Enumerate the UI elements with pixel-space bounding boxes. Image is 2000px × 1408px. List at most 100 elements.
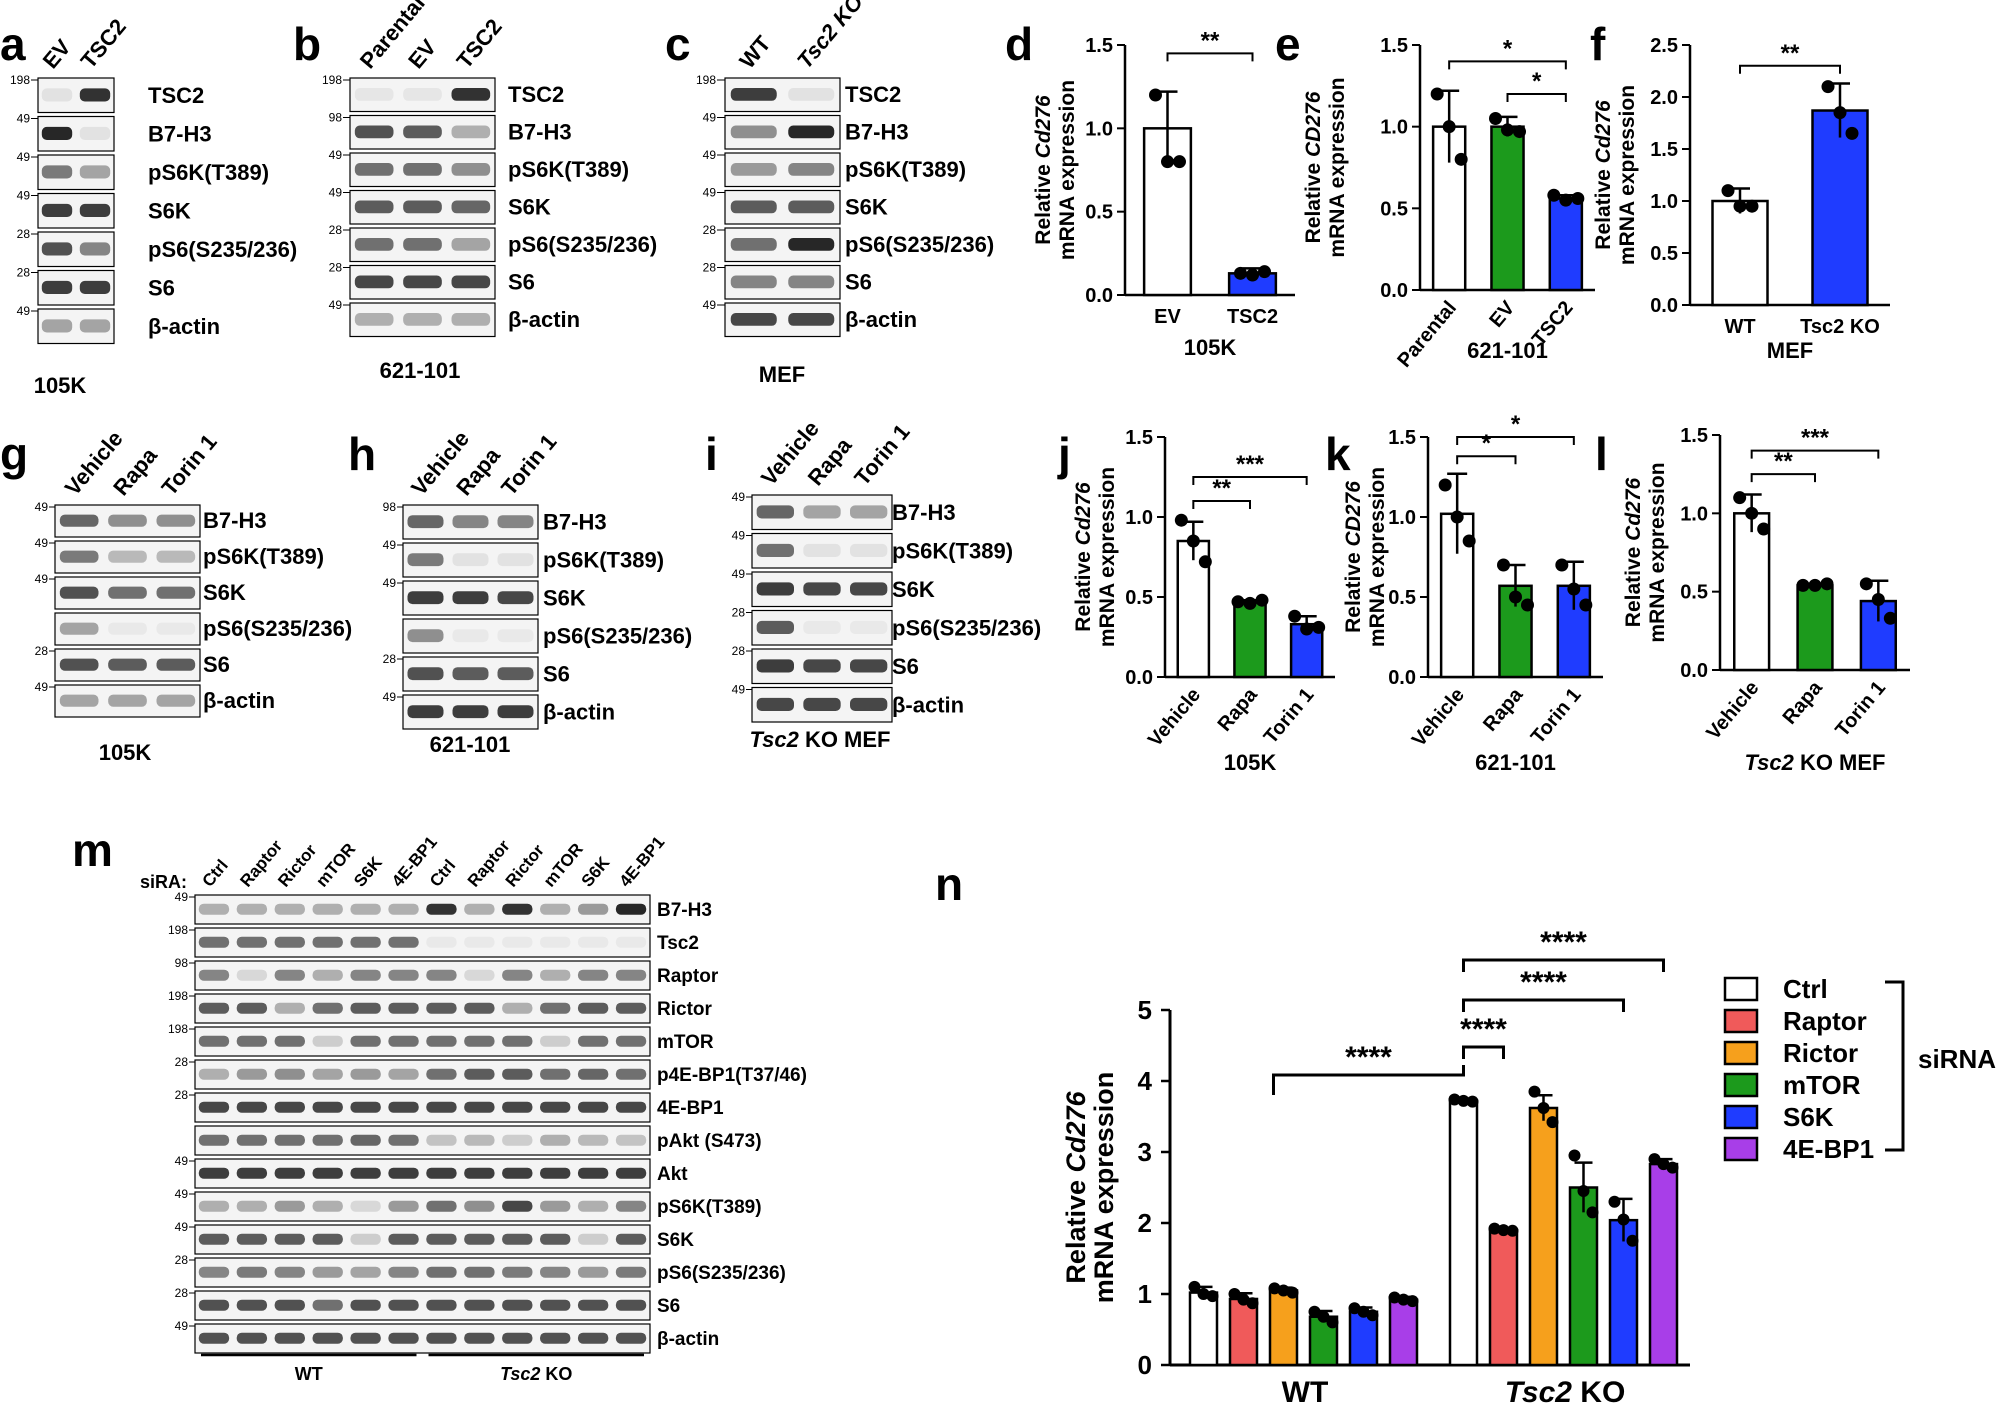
blot-band [451,125,491,139]
blot-band [312,1101,343,1113]
sig-bracket [1272,1065,1465,1095]
y-tick-label: 1.0 [1388,507,1416,529]
blot-band [615,1134,647,1146]
band-label: β-actin [543,699,615,724]
blot-band [274,1200,305,1212]
mw-marker: 49 [383,538,397,552]
blot-band [274,903,305,915]
data-point [1559,193,1573,207]
blot-band [388,903,419,915]
sig-bracket [1462,958,1665,972]
blot-band [451,88,491,101]
bar [1233,600,1267,679]
chart-panel-l: l 0.0 0.5 1.0 1.5 Relative Cd276 mRNA expressi… [1595,425,1910,775]
cell-line-label: 105K [34,373,87,398]
band-label: S6 [203,652,230,677]
blot-band [451,238,491,251]
blot-band [198,969,230,981]
panel-letter-h: h [348,428,376,480]
blot-band [350,936,381,948]
y-tick-label: 1.0 [1125,507,1153,529]
blot-band [236,1101,268,1113]
blot-band [540,1101,571,1113]
blot-panel-a: a EV TSC2TSC2198B7-H349pS6K(T389)49S6K49pS… [0,14,297,398]
legend-label: mTOR [1783,1070,1861,1100]
mw-marker: 49 [329,298,343,312]
blot-band [502,1266,533,1278]
band-label: Rictor [657,999,713,1020]
blot-strip [194,894,651,925]
blot-band [615,1332,647,1344]
blot-band [198,1266,230,1278]
blot-band [615,1299,647,1311]
blot-band [312,1134,343,1146]
blot-band [788,238,835,251]
data-point [1608,1195,1621,1208]
mw-marker: 28 [383,652,397,666]
mw-marker: 49 [383,690,397,704]
blot-band [615,1035,647,1047]
blot-band [803,582,841,596]
sig-bracket [1448,60,1567,70]
data-point [1808,578,1822,592]
blot-band [108,658,147,671]
x-tick-label: Vehicle [1408,684,1469,751]
lane-label: 4E-BP1 [616,833,669,891]
blot-band [41,88,73,102]
data-point [1186,534,1200,548]
data-point [1206,1290,1219,1303]
data-point [1757,522,1771,536]
band-label: S6 [657,1296,680,1317]
band-label: B7-H3 [892,500,956,525]
blot-band [312,1068,343,1080]
blot-band [312,1299,343,1311]
blot-band [236,1299,268,1311]
y-tick-label: 3 [1138,1137,1152,1167]
data-point [1546,1116,1559,1129]
x-axis-label: 105K [1184,335,1237,360]
chart-panel-j: j 0.0 0.5 1.0 1.5 Relative Cd276 mRNA expressi… [1057,427,1335,775]
blot-band [577,936,609,948]
blot-strip [194,1290,651,1321]
mw-marker: 49 [175,1154,189,1168]
panel-letter-b: b [293,18,321,70]
blot-band [312,936,343,948]
y-tick-label: 0.5 [1680,582,1708,604]
sig-label: ** [1774,448,1793,475]
blot-band [388,1068,419,1080]
blot-band [464,1068,495,1080]
y-axis-label: mRNA expression [1096,467,1119,647]
mw-marker: 198 [696,73,716,87]
y-tick-label: 1.0 [1680,503,1708,525]
blot-band [403,313,442,326]
blot-band [403,275,442,289]
data-point [1268,1282,1281,1295]
blot-band [59,550,99,563]
blot-band [312,1233,343,1245]
mw-marker: 49 [732,683,746,697]
blot-band [788,88,835,101]
data-point [1438,478,1452,492]
text-span: Relative [1342,546,1365,632]
blot-band [312,1266,343,1278]
panel-letter-f: f [1590,18,1606,70]
data-point [1277,1284,1290,1297]
blot-band [540,1332,571,1344]
blot-band [274,1035,305,1047]
blot-band [540,1068,571,1080]
text-span: Tsc2 [1745,750,1795,775]
text-span: Tsc2 [750,727,800,752]
blot-band [350,903,381,915]
data-point [1648,1153,1661,1166]
data-point [1286,1286,1299,1299]
blot-band [497,553,534,567]
sig-bracket [1462,1045,1505,1059]
mw-marker: 49 [175,890,189,904]
y-axis-label: Relative Cd276 [1072,482,1095,632]
blot-band [41,242,73,256]
blot-band [803,659,841,673]
mw-marker: 49 [732,529,746,543]
data-point [1528,1085,1541,1098]
data-point [1246,268,1259,282]
